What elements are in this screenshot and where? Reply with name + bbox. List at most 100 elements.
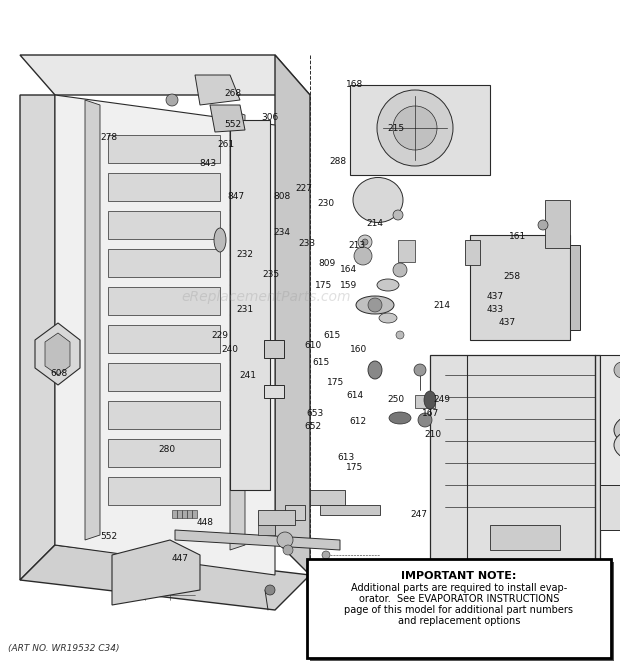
Text: orator.  See EVAPORATOR INSTRUCTIONS: orator. See EVAPORATOR INSTRUCTIONS (358, 594, 559, 603)
Polygon shape (275, 55, 310, 575)
Circle shape (453, 601, 467, 615)
Polygon shape (45, 333, 70, 375)
Text: 808: 808 (273, 192, 291, 202)
Polygon shape (108, 173, 220, 201)
Text: 247: 247 (410, 510, 427, 519)
Circle shape (396, 331, 404, 339)
Text: 175: 175 (327, 377, 345, 387)
Ellipse shape (379, 313, 397, 323)
Text: 615: 615 (323, 331, 340, 340)
Circle shape (418, 413, 432, 427)
Ellipse shape (424, 391, 436, 409)
Circle shape (414, 364, 426, 376)
Polygon shape (320, 505, 380, 515)
Text: 447: 447 (171, 554, 188, 563)
Bar (310, 562, 614, 661)
Text: 210: 210 (424, 430, 441, 440)
Text: 168: 168 (346, 80, 363, 89)
Polygon shape (545, 200, 570, 248)
Ellipse shape (389, 412, 411, 424)
Circle shape (614, 362, 620, 378)
Polygon shape (264, 385, 284, 398)
Polygon shape (20, 545, 310, 610)
Text: 288: 288 (329, 157, 347, 167)
Text: 230: 230 (317, 199, 334, 208)
Circle shape (393, 106, 437, 150)
Polygon shape (35, 323, 80, 385)
Text: 613: 613 (337, 453, 355, 462)
Text: 433: 433 (486, 305, 503, 314)
Polygon shape (112, 540, 200, 605)
Text: 847: 847 (227, 192, 244, 202)
Polygon shape (415, 395, 435, 408)
Polygon shape (187, 510, 192, 518)
Text: 261: 261 (218, 139, 235, 149)
Polygon shape (108, 287, 220, 315)
Text: 232: 232 (236, 250, 254, 259)
Text: 615: 615 (312, 358, 330, 367)
Polygon shape (285, 505, 305, 520)
Polygon shape (85, 100, 100, 540)
Text: 233: 233 (298, 239, 316, 248)
Polygon shape (172, 510, 177, 518)
Text: 215: 215 (387, 124, 404, 134)
Text: page of this model for additional part numbers: page of this model for additional part n… (344, 605, 574, 615)
Text: 552: 552 (100, 532, 117, 541)
Polygon shape (350, 85, 490, 175)
Polygon shape (108, 477, 220, 505)
Text: 175: 175 (346, 463, 363, 473)
Polygon shape (430, 355, 600, 610)
Text: 160: 160 (350, 344, 367, 354)
Text: 278: 278 (100, 133, 117, 142)
Circle shape (358, 235, 372, 249)
Polygon shape (177, 510, 182, 518)
Ellipse shape (368, 361, 382, 379)
Polygon shape (210, 105, 245, 132)
Text: 241: 241 (239, 371, 257, 380)
Circle shape (265, 585, 275, 595)
Polygon shape (20, 55, 310, 95)
Ellipse shape (377, 279, 399, 291)
Text: 610: 610 (304, 340, 322, 350)
Text: 227: 227 (295, 184, 312, 193)
Text: 652: 652 (304, 422, 322, 431)
Text: 843: 843 (199, 159, 216, 169)
Text: 250: 250 (387, 395, 404, 405)
Polygon shape (230, 110, 245, 550)
Circle shape (283, 545, 293, 555)
Text: 159: 159 (340, 281, 357, 290)
Polygon shape (192, 510, 197, 518)
Circle shape (393, 263, 407, 277)
Text: 234: 234 (273, 228, 291, 237)
Text: 229: 229 (211, 331, 229, 340)
Polygon shape (600, 355, 620, 500)
Polygon shape (108, 249, 220, 277)
Text: 448: 448 (196, 518, 213, 527)
Polygon shape (570, 245, 580, 330)
Polygon shape (310, 490, 345, 505)
Text: (ART NO. WR19532 C34): (ART NO. WR19532 C34) (8, 644, 120, 653)
Text: 437: 437 (498, 318, 516, 327)
Polygon shape (264, 340, 284, 358)
Text: 809: 809 (318, 258, 335, 268)
Circle shape (166, 94, 178, 106)
Text: 231: 231 (236, 305, 254, 314)
Polygon shape (490, 525, 560, 550)
Polygon shape (600, 485, 620, 530)
Text: eReplacementParts.com: eReplacementParts.com (182, 290, 352, 305)
Text: 161: 161 (509, 232, 526, 241)
Circle shape (322, 551, 330, 559)
Text: 258: 258 (503, 272, 520, 281)
Polygon shape (175, 530, 340, 550)
Polygon shape (195, 75, 240, 105)
Polygon shape (108, 135, 220, 163)
Text: 240: 240 (221, 344, 238, 354)
Polygon shape (182, 510, 187, 518)
Text: and replacement options: and replacement options (397, 615, 520, 625)
Text: 175: 175 (315, 281, 332, 290)
Text: 608: 608 (50, 369, 68, 378)
Ellipse shape (614, 429, 620, 461)
Text: 249: 249 (433, 395, 450, 405)
Circle shape (377, 90, 453, 166)
Ellipse shape (356, 296, 394, 314)
